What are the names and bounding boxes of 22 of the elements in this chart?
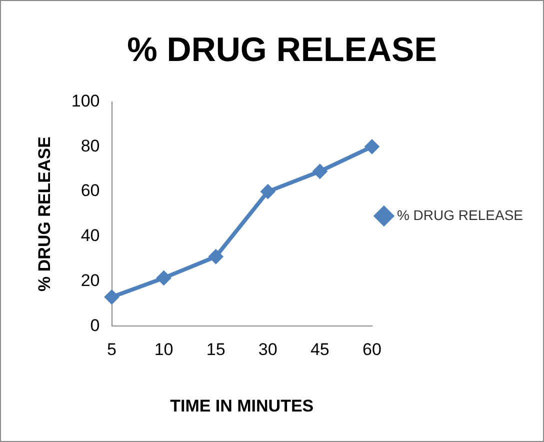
point bbox=[364, 139, 380, 154]
y-tick-label: 80 bbox=[80, 136, 100, 156]
x-tick-label: 45 bbox=[310, 340, 330, 360]
point bbox=[156, 270, 172, 286]
y-axis-title: % DRUG RELEASE bbox=[34, 136, 54, 292]
x-tick-label: 30 bbox=[258, 340, 278, 360]
x-tick-label: 15 bbox=[206, 340, 226, 360]
x-axis-title: TIME IN MINUTES bbox=[170, 396, 314, 416]
y-tick-label: 60 bbox=[80, 181, 100, 200]
y-tick-label: 0 bbox=[90, 316, 100, 335]
y-tick-label: 100 bbox=[71, 91, 100, 110]
point bbox=[104, 290, 120, 305]
point bbox=[260, 184, 276, 200]
chart-title: % DRUG RELEASE bbox=[127, 30, 437, 69]
point bbox=[312, 164, 328, 179]
point bbox=[208, 249, 224, 264]
x-tick-label: 60 bbox=[362, 340, 382, 360]
legend-label: % DRUG RELEASE bbox=[396, 206, 524, 223]
x-tick-label: 10 bbox=[154, 340, 174, 360]
y-tick-label: 40 bbox=[80, 226, 100, 246]
x-tick-label: 5 bbox=[107, 340, 116, 360]
y-tick-label: 20 bbox=[80, 271, 100, 290]
